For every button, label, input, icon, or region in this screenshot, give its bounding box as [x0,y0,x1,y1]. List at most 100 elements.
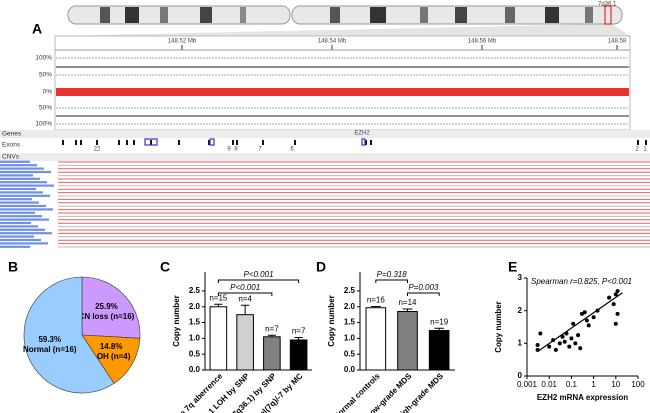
sample-name [0,245,30,248]
point [613,321,618,326]
sample-name [0,232,52,235]
chromosome-band [505,7,515,23]
error-bar [214,303,223,307]
point [538,331,543,336]
exon [126,140,128,145]
comparison-bracket [217,279,300,283]
track-header [0,153,650,161]
point [615,311,620,316]
point [571,321,576,326]
y-tick-label: 1.0 [189,333,201,342]
sample-name [0,208,53,211]
point [611,302,616,307]
panel-label: E [508,259,517,275]
exon [294,140,296,145]
sample-name [0,160,30,163]
point [613,292,618,297]
panel-label: C [160,259,170,275]
point [560,334,565,339]
sample-name [0,187,36,191]
chromosome-band [240,7,246,23]
n-label: n=14 [398,298,417,307]
y-tick-label: 2.0 [344,302,356,311]
comparison-bracket [217,292,273,296]
track-label: Genes [2,131,22,138]
sample-name [0,170,51,174]
error-bar [267,334,277,337]
scale-label: 0% [43,89,53,96]
y-tick-label: 0 [518,371,523,380]
comparison-label: P<0.001 [230,283,260,292]
exon [118,140,120,145]
y-tick-label: 0.5 [189,349,201,358]
position-label: 148.54 Mb [318,39,347,45]
gene-box [144,138,158,146]
bar [289,339,308,371]
exon [96,140,98,145]
sample-name [0,164,37,167]
sample-name [0,221,31,225]
point [553,347,558,352]
panel-label: A [32,21,42,37]
slice-label: LOH (n=4) [92,352,131,361]
x-tick-label: 1 [591,380,596,389]
region-marker [604,5,612,25]
scale-label: 50% [39,72,52,79]
y-axis-label: Copy number [327,295,336,347]
chromosome-band [200,7,212,23]
sample-name [0,215,42,218]
point [591,315,596,320]
y-tick-label: 1 [518,338,523,347]
point [584,318,589,323]
chromosome-band [100,7,110,23]
exon [365,140,367,145]
scale-label: 100% [35,121,52,128]
sample-name [0,238,41,242]
panel-label: B [8,259,18,275]
sample-name [0,235,34,238]
point [586,323,591,328]
comparison-label: P=0.318 [377,270,408,279]
exon-label: 1 [643,147,647,153]
browser-frame [54,35,631,131]
band-label: 7q36.1 [598,2,617,8]
y-tick-label: 1.5 [344,318,356,327]
y-tick-label: 2.0 [189,302,201,311]
y-axis-label: Copy number [494,301,503,353]
exon [262,140,264,145]
slice-label: Normal (n=16) [23,345,77,354]
sample-name [0,167,44,170]
sample-name [0,201,39,204]
position-label: 148.52 Mb [168,39,197,45]
chromosome-band [370,7,386,23]
x-tick-label: 0.1 [566,380,578,389]
n-label: n=7 [292,327,306,336]
point [615,289,620,294]
n-label: n=19 [430,317,449,326]
track-label: CNVs [2,154,20,161]
sample-name [0,211,35,214]
chromosome-band [455,7,467,23]
sample-name [0,204,46,208]
sample-name [0,184,54,187]
y-tick-label: 2.5 [189,286,201,295]
y-tick-label: 1.5 [189,318,201,327]
pie-slice [23,276,115,394]
exon [645,140,647,145]
exon-label: 22 [94,147,101,153]
chromosome-band [545,7,559,23]
point [573,341,578,346]
bar [365,307,387,371]
x-tick-label: 0.001 [517,380,538,389]
slice-value-label: 14.8% [100,342,123,351]
sample-name [0,177,40,180]
sample-name [0,242,48,245]
point [569,336,574,341]
exon [75,140,77,145]
y-tick-label: 0.0 [189,365,201,374]
exon [236,140,238,145]
y-tick-label: 1.0 [344,333,356,342]
fit-line [537,292,623,352]
slice-value-label: 59.3% [38,335,61,344]
